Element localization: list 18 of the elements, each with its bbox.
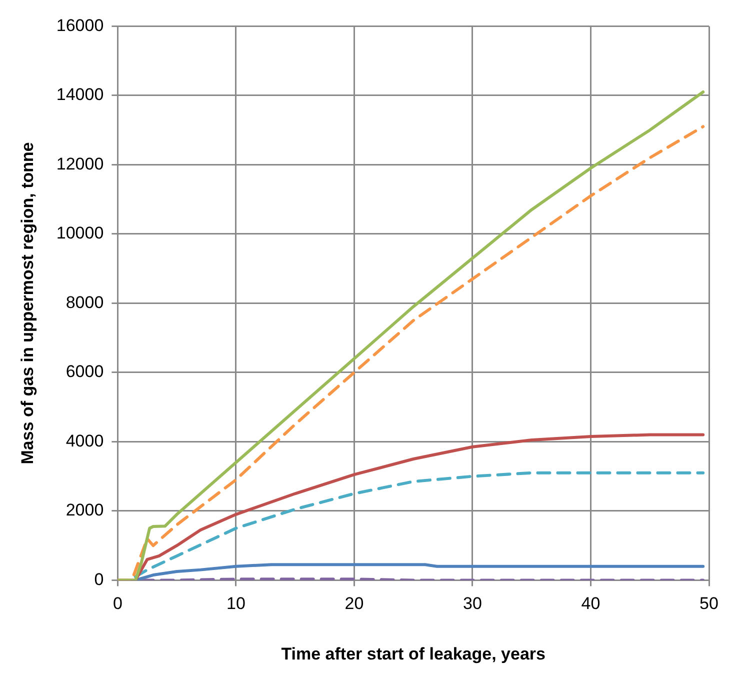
- x-tick-label: 0: [112, 594, 122, 614]
- y-tick-label: 2000: [66, 500, 104, 520]
- y-tick-label: 10000: [56, 224, 104, 243]
- x-axis-title: Time after start of leakage, years: [281, 644, 546, 664]
- y-tick-label: 14000: [56, 85, 104, 104]
- x-tick-label: 30: [463, 594, 482, 614]
- y-tick-label: 12000: [56, 154, 104, 174]
- x-tick-label: 20: [344, 594, 364, 614]
- y-tick-label: 8000: [66, 292, 104, 312]
- line-series: [134, 471, 705, 578]
- y-tick-label: 6000: [66, 362, 104, 382]
- y-tick-label: 0: [94, 570, 104, 589]
- x-tick-label: 10: [226, 594, 246, 614]
- x-tick-label: 40: [581, 594, 600, 614]
- y-tick-label: 16000: [56, 16, 104, 35]
- y-tick-label: 4000: [66, 431, 104, 450]
- y-axis-title: Mass of gas in uppermost region, tonne: [18, 142, 37, 464]
- x-tick-label: 50: [700, 594, 718, 614]
